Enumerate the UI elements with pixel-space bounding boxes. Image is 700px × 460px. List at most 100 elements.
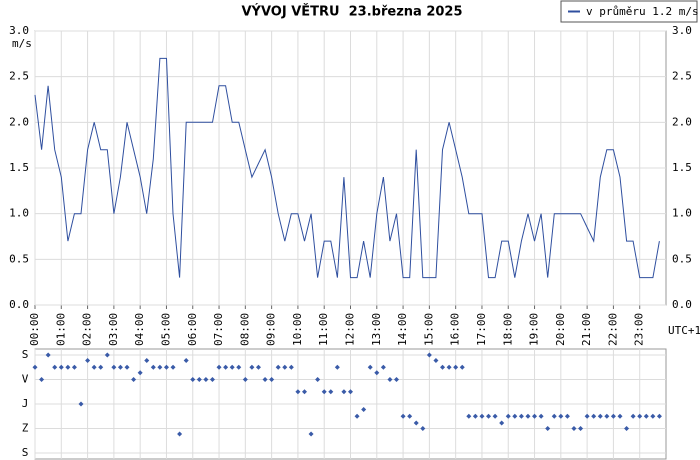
direction-point: [380, 364, 386, 370]
direction-point: [328, 389, 334, 395]
y-tick-label: J: [22, 397, 29, 410]
speed-line: [34, 57, 660, 279]
direction-point: [334, 364, 340, 370]
direction-point: [282, 364, 288, 370]
direction-point: [545, 426, 551, 431]
legend-label: v průměru 1.2 m/s: [586, 5, 699, 18]
direction-point: [387, 377, 393, 382]
direction-point: [584, 413, 590, 419]
x-tick-label: 07:00: [212, 313, 225, 346]
direction-point: [32, 364, 38, 370]
direction-point: [604, 413, 610, 419]
legend-item: v průměru 1.2 m/s: [568, 5, 699, 18]
direction-point: [124, 364, 130, 370]
y-tick-label: 0.0: [9, 298, 29, 311]
y-tick-label-right: 0.0: [672, 298, 692, 311]
direction-point: [39, 377, 45, 382]
direction-point: [466, 413, 472, 419]
direction-point: [512, 413, 518, 419]
x-tick-label: 21:00: [580, 313, 593, 346]
direction-point: [624, 426, 630, 431]
direction-point: [479, 413, 485, 419]
direction-point: [52, 364, 58, 370]
x-tick-label: 17:00: [475, 313, 488, 346]
x-tick-label: 01:00: [54, 313, 67, 346]
x-tick-label: 02:00: [81, 313, 94, 346]
direction-point: [420, 426, 426, 431]
y-tick-label-right: 1.0: [672, 207, 692, 220]
direction-point: [111, 364, 117, 370]
direction-point: [407, 413, 413, 419]
direction-point: [91, 364, 97, 370]
y-tick-label: 2.0: [9, 115, 29, 128]
y-tick-label: 1.5: [9, 161, 29, 174]
x-tick-label: 06:00: [186, 313, 199, 346]
direction-point: [71, 364, 77, 370]
direction-point: [269, 377, 275, 382]
direction-point: [361, 406, 367, 412]
y-tick-label: S: [22, 446, 29, 459]
direction-point: [532, 413, 538, 419]
direction-point: [610, 413, 616, 419]
direction-point: [446, 364, 452, 370]
y-tick-label: 0.5: [9, 252, 29, 265]
direction-point: [255, 364, 261, 370]
direction-point: [249, 364, 255, 370]
direction-point: [144, 357, 150, 363]
x-tick-label: 03:00: [107, 313, 120, 346]
direction-point: [656, 413, 662, 419]
direction-point: [223, 364, 229, 370]
direction-point: [630, 413, 636, 419]
x-tick-label: 13:00: [370, 313, 383, 346]
direction-point: [321, 389, 327, 395]
x-tick-label: 05:00: [159, 313, 172, 346]
direction-point: [617, 413, 623, 419]
direction-point: [183, 357, 189, 363]
x-tick-label: 16:00: [449, 313, 462, 346]
direction-point: [374, 370, 380, 376]
direction-point: [571, 426, 577, 431]
direction-point: [637, 413, 643, 419]
direction-point: [98, 364, 104, 370]
direction-point: [486, 413, 492, 419]
direction-point: [203, 377, 209, 382]
direction-point: [288, 364, 294, 370]
direction-point: [578, 426, 584, 431]
direction-point: [591, 413, 597, 419]
direction-point: [170, 364, 176, 370]
x-tick-label: 00:00: [28, 313, 41, 346]
x-tick-label: 14:00: [396, 313, 409, 346]
legend: [560, 0, 698, 23]
direction-point: [301, 389, 307, 395]
y-tick-label-right: 2.0: [672, 115, 692, 128]
direction-point: [150, 364, 156, 370]
direction-point: [163, 364, 169, 370]
direction-point: [275, 364, 281, 370]
direction-point: [65, 364, 71, 370]
y-tick-label: Z: [22, 422, 29, 435]
direction-point: [308, 431, 314, 437]
direction-point: [597, 413, 603, 419]
x-tick-label: 09:00: [265, 313, 278, 346]
direction-point: [426, 352, 432, 358]
direction-point: [558, 413, 564, 419]
y-unit: m/s: [12, 37, 32, 50]
y-tick-label-right: 0.5: [672, 252, 692, 265]
direction-point: [518, 413, 524, 419]
x-tick-label: 10:00: [291, 313, 304, 346]
y-tick-label: 2.5: [9, 70, 29, 83]
direction-point: [394, 377, 400, 382]
x-tick-label: 18:00: [501, 313, 514, 346]
direction-point: [459, 364, 465, 370]
direction-point: [209, 377, 215, 382]
direction-point: [348, 389, 353, 395]
y-tick-label: 3.0: [9, 24, 29, 37]
x-tick-label: 23:00: [633, 313, 646, 346]
direction-point: [58, 364, 64, 370]
direction-point: [295, 389, 301, 395]
direction-point: [315, 377, 321, 382]
y-tick-label-right: 3.0: [672, 24, 692, 37]
y-tick-label-right: 2.5: [672, 70, 692, 83]
direction-point: [117, 364, 123, 370]
